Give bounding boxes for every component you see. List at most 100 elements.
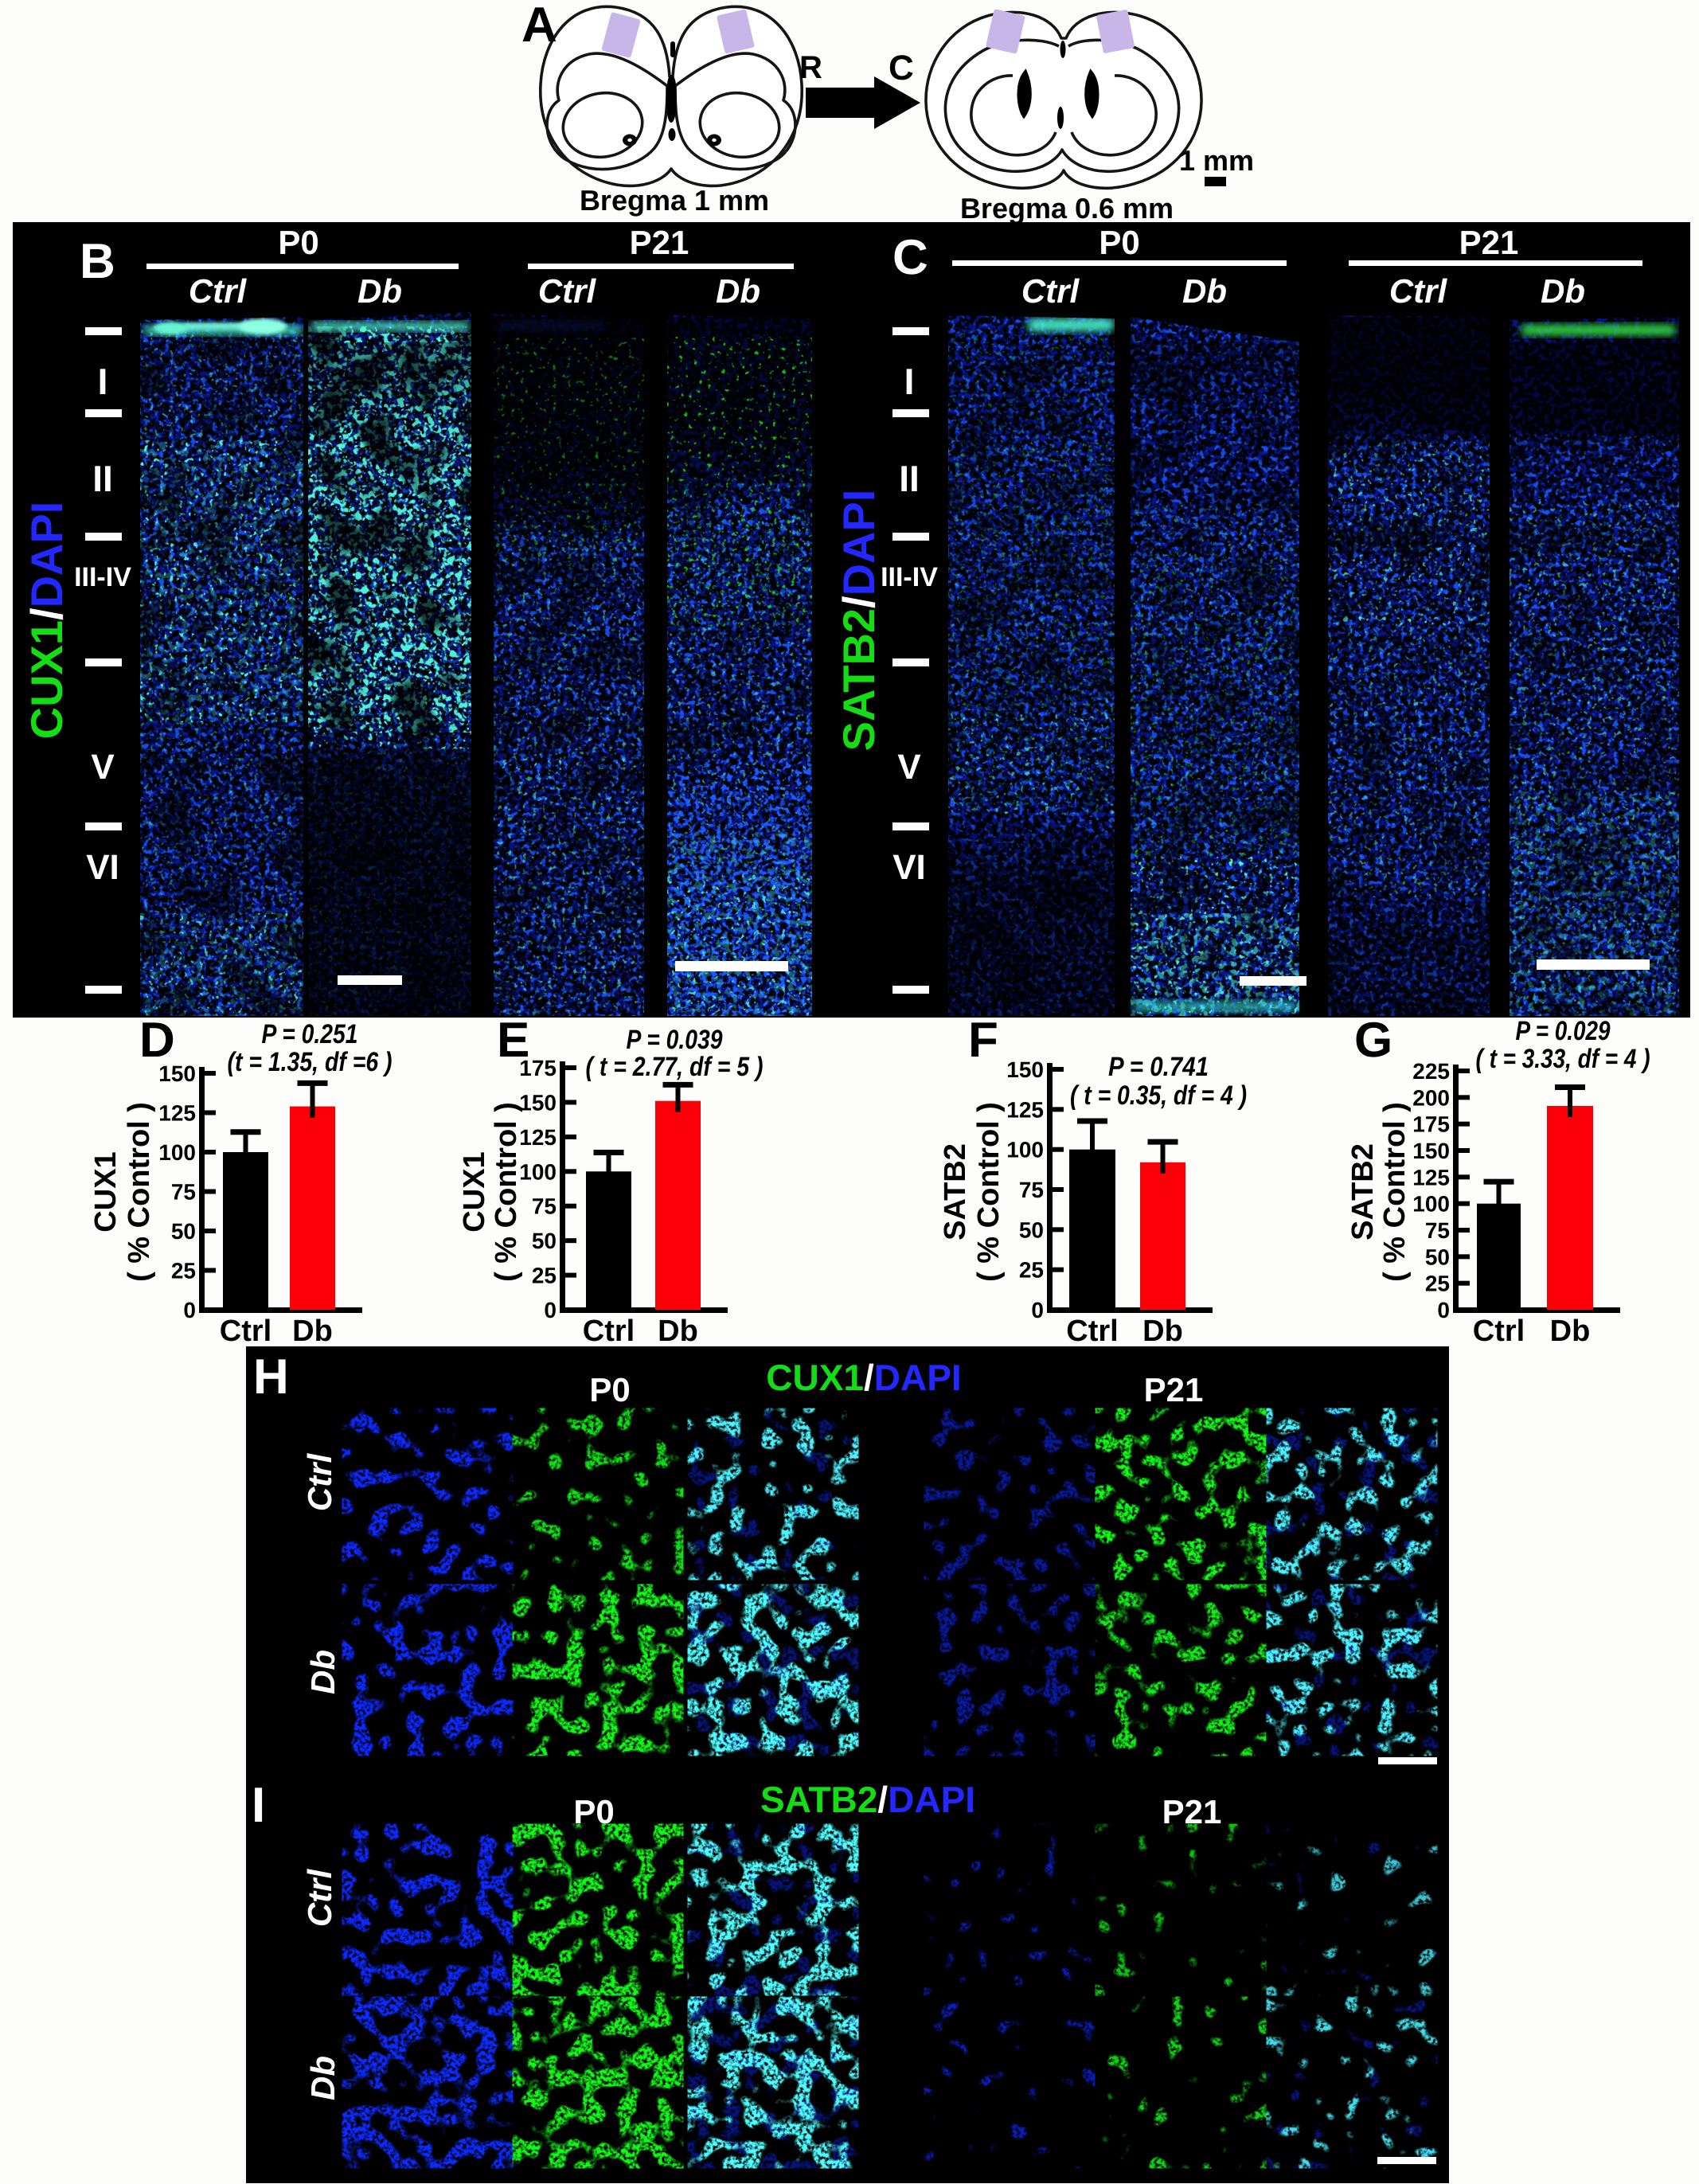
svg-text:( t = 0.35, df = 4 ): ( t = 0.35, df = 4 ) [1070, 1080, 1247, 1111]
svg-text:25: 25 [171, 1259, 196, 1283]
svg-text:(t = 1.35, df =6 ): (t = 1.35, df =6 ) [228, 1047, 393, 1077]
svg-text:0: 0 [183, 1298, 196, 1323]
svg-text:125: 125 [519, 1125, 557, 1150]
svg-text:100: 100 [1412, 1192, 1450, 1217]
svg-text:Ctrl: Ctrl [1021, 272, 1080, 310]
svg-text:175: 175 [519, 1056, 557, 1080]
svg-text:Db: Db [1182, 272, 1227, 310]
svg-text:P = 0.251: P = 0.251 [262, 1019, 358, 1049]
svg-text:( t = 2.77, df = 5 ): ( t = 2.77, df = 5 ) [586, 1052, 764, 1082]
svg-text:0: 0 [1437, 1298, 1450, 1323]
svg-text:Db: Db [716, 272, 760, 310]
svg-text:Db: Db [292, 1315, 333, 1348]
svg-text:I: I [252, 1778, 265, 1833]
svg-text:CUX1/DAPI: CUX1/DAPI [21, 502, 72, 740]
svg-text:Db: Db [1541, 272, 1585, 310]
svg-text:P0: P0 [1099, 224, 1139, 261]
svg-text:Db: Db [304, 2056, 342, 2100]
svg-text:C: C [889, 49, 914, 88]
svg-text:Db: Db [1142, 1315, 1183, 1348]
svg-text:125: 125 [158, 1101, 196, 1126]
svg-text:A: A [521, 0, 557, 53]
svg-text:V: V [91, 748, 115, 787]
svg-text:VI: VI [892, 848, 926, 887]
svg-text:III-IV: III-IV [881, 562, 938, 592]
svg-text:P0: P0 [589, 1371, 630, 1408]
svg-text:100: 100 [158, 1140, 196, 1165]
svg-text:125: 125 [1006, 1097, 1044, 1122]
svg-text:0: 0 [1031, 1298, 1044, 1323]
svg-text:P0: P0 [573, 1793, 614, 1830]
svg-text:Db: Db [1550, 1315, 1591, 1348]
svg-text:225: 225 [1412, 1059, 1450, 1084]
svg-text:( % Control ): ( % Control ) [123, 1102, 156, 1282]
svg-text:P0: P0 [278, 224, 318, 261]
svg-text:SATB2/DAPI: SATB2/DAPI [760, 1779, 975, 1820]
svg-text:G: G [1354, 1013, 1392, 1068]
svg-text:200: 200 [1412, 1085, 1450, 1110]
svg-text:Ctrl: Ctrl [583, 1315, 635, 1348]
svg-text:D: D [139, 1013, 175, 1068]
svg-text:50: 50 [1019, 1217, 1044, 1242]
svg-text:25: 25 [1019, 1258, 1044, 1283]
svg-text:150: 150 [519, 1090, 557, 1115]
svg-text:V: V [897, 748, 921, 787]
svg-text:( % Control ): ( % Control ) [1378, 1102, 1412, 1282]
svg-text:100: 100 [1006, 1138, 1044, 1162]
svg-text:P21: P21 [630, 224, 689, 261]
svg-text:50: 50 [1425, 1244, 1450, 1269]
svg-text:Ctrl: Ctrl [220, 1315, 271, 1348]
svg-text:Bregma 1 mm: Bregma 1 mm [580, 184, 769, 217]
svg-text:H: H [253, 1350, 289, 1405]
svg-text:Bregma 0.6 mm: Bregma 0.6 mm [960, 192, 1174, 225]
svg-text:Ctrl: Ctrl [1066, 1315, 1118, 1348]
svg-text:SATB2: SATB2 [1346, 1143, 1380, 1240]
svg-text:R: R [799, 50, 822, 85]
svg-text:SATB2: SATB2 [939, 1143, 972, 1240]
svg-text:1 mm: 1 mm [1179, 144, 1254, 177]
svg-text:P = 0.741: P = 0.741 [1108, 1052, 1209, 1082]
svg-text:P21: P21 [1459, 224, 1519, 261]
svg-text:175: 175 [1412, 1112, 1450, 1137]
svg-text:Ctrl: Ctrl [189, 272, 248, 310]
svg-text:25: 25 [532, 1264, 557, 1288]
svg-text:Ctrl: Ctrl [1473, 1315, 1525, 1348]
svg-text:150: 150 [158, 1061, 196, 1086]
svg-text:Db: Db [658, 1315, 698, 1348]
svg-text:II: II [899, 458, 920, 499]
svg-text:E: E [497, 1013, 529, 1068]
svg-text:CUX1/DAPI: CUX1/DAPI [766, 1357, 961, 1398]
svg-text:P = 0.039: P = 0.039 [627, 1025, 723, 1055]
svg-text:VI: VI [86, 848, 119, 887]
svg-text:25: 25 [1425, 1272, 1450, 1296]
svg-text:75: 75 [1425, 1218, 1450, 1243]
svg-text:100: 100 [519, 1159, 557, 1184]
svg-text:B: B [80, 234, 115, 289]
svg-text:150: 150 [1412, 1139, 1450, 1163]
svg-text:50: 50 [532, 1229, 557, 1253]
svg-text:75: 75 [532, 1194, 557, 1219]
svg-text:Db: Db [304, 1650, 342, 1694]
svg-text:P = 0.029: P = 0.029 [1516, 1016, 1611, 1046]
svg-text:Ctrl: Ctrl [1389, 272, 1448, 310]
svg-text:II: II [92, 458, 113, 499]
svg-text:( t = 3.33, df = 4 ): ( t = 3.33, df = 4 ) [1476, 1044, 1650, 1074]
svg-text:SATB2/DAPI: SATB2/DAPI [834, 490, 884, 752]
svg-text:( % Control ): ( % Control ) [972, 1102, 1006, 1282]
svg-text:150: 150 [1006, 1057, 1044, 1082]
svg-text:( % Control ): ( % Control ) [490, 1102, 523, 1282]
svg-text:Ctrl: Ctrl [301, 1453, 338, 1512]
svg-text:P21: P21 [1144, 1371, 1204, 1408]
svg-text:75: 75 [1019, 1178, 1044, 1202]
svg-text:75: 75 [171, 1180, 196, 1205]
svg-text:III-IV: III-IV [74, 562, 131, 592]
svg-text:I: I [98, 361, 108, 402]
svg-text:P21: P21 [1162, 1793, 1222, 1830]
svg-text:F: F [968, 1013, 998, 1068]
svg-text:125: 125 [1412, 1165, 1450, 1190]
svg-text:Ctrl: Ctrl [538, 272, 597, 310]
svg-text:50: 50 [171, 1219, 196, 1244]
svg-text:CUX1: CUX1 [89, 1151, 123, 1232]
svg-text:0: 0 [544, 1298, 557, 1323]
svg-text:Ctrl: Ctrl [301, 1869, 338, 1928]
